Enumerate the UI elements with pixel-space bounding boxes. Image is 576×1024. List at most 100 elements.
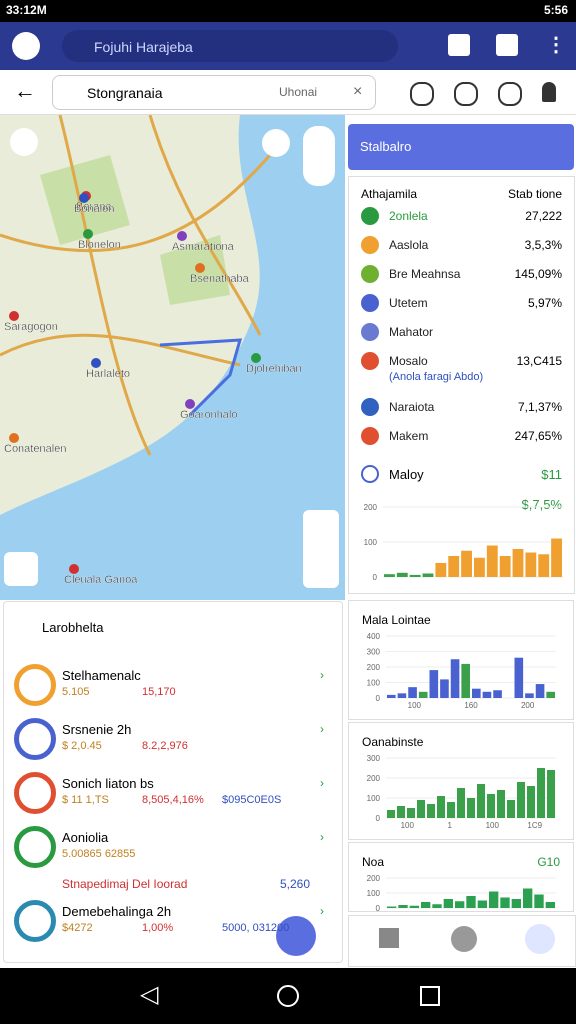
- tab[interactable]: [451, 926, 477, 952]
- map-label: Saragogon: [4, 321, 58, 333]
- tab[interactable]: [525, 924, 555, 954]
- item-detail: 15,170: [142, 686, 176, 698]
- map-pin: [83, 229, 93, 239]
- tab[interactable]: [379, 928, 399, 948]
- tab-icon[interactable]: [448, 34, 470, 56]
- item-icon: [361, 398, 379, 416]
- chart-card: [348, 600, 574, 720]
- item-detail: 1,00%: [142, 922, 174, 934]
- bar: [409, 905, 419, 908]
- bar: [514, 657, 524, 698]
- y-tick-label: 0: [373, 573, 378, 582]
- x-tick-label: 100: [408, 701, 422, 710]
- bottom-tabs: [348, 915, 576, 967]
- fab[interactable]: [276, 916, 316, 956]
- bar: [493, 690, 502, 698]
- back[interactable]: ←: [14, 78, 36, 103]
- ring: [14, 900, 56, 942]
- water: [0, 115, 345, 600]
- icon[interactable]: [454, 82, 478, 106]
- bar: [507, 800, 515, 818]
- bar: [547, 770, 555, 818]
- bar: [418, 691, 428, 698]
- x-tick-label: 1C9: [527, 821, 542, 830]
- icon[interactable]: [410, 82, 434, 106]
- item-icon: [361, 352, 379, 370]
- road: [0, 115, 272, 456]
- y-tick-label: 300: [367, 648, 381, 657]
- query: Stongranaia: [87, 85, 163, 101]
- icon[interactable]: [542, 82, 556, 102]
- app-bar: Fojuhi Harajeba ⋮: [0, 22, 576, 70]
- time: 33:12M: [6, 3, 47, 17]
- item-name: Utetem: [389, 296, 428, 310]
- y-tick-label: 0: [376, 814, 381, 823]
- y-tick-label: 0: [376, 694, 381, 703]
- item-name: Mosalo: [389, 354, 428, 368]
- nav-home[interactable]: [277, 985, 299, 1007]
- item-detail: 8.2,2,976: [142, 740, 188, 752]
- item-note: (Anola faragi Abdo): [389, 371, 484, 383]
- check-icon[interactable]: [496, 34, 518, 56]
- bar: [517, 782, 525, 818]
- y-tick-label: 100: [367, 794, 381, 803]
- bar: [546, 691, 555, 698]
- item-name: Aaslola: [389, 238, 429, 252]
- y-tick-label: 100: [364, 538, 378, 547]
- bar: [482, 691, 492, 698]
- y-tick-label: 100: [367, 889, 381, 898]
- url-field[interactable]: Fojuhi Harajeba: [62, 30, 398, 62]
- total-value: $11: [541, 467, 562, 482]
- map-label: Cleuala Ganoa: [64, 574, 138, 586]
- zoom[interactable]: [303, 510, 339, 588]
- compass[interactable]: [262, 129, 290, 157]
- bar: [538, 554, 550, 577]
- y-tick-label: 200: [367, 774, 381, 783]
- nav-back[interactable]: ◁: [140, 981, 159, 1008]
- item-detail: 5.00865 62855: [62, 848, 136, 860]
- item-name: Demebehalinga 2h: [62, 904, 172, 919]
- bar: [455, 901, 465, 908]
- chevron: ›: [320, 722, 324, 736]
- map-label: Berana: [76, 201, 112, 213]
- clear[interactable]: ×: [353, 83, 363, 100]
- bar: [435, 563, 447, 577]
- nav-recent[interactable]: [420, 986, 440, 1006]
- item-name: Stelhamenalc: [62, 668, 141, 683]
- clock: 5:56: [543, 3, 568, 17]
- app-logo[interactable]: [12, 32, 40, 60]
- route: [159, 338, 243, 417]
- map-pin: [9, 311, 19, 321]
- item-name: Srsnenie 2h: [62, 722, 132, 737]
- map-pin: [79, 193, 89, 203]
- item-icon: [361, 294, 379, 312]
- bar: [486, 545, 498, 577]
- bar: [427, 804, 435, 818]
- section-value: 5,260: [280, 877, 311, 891]
- map-label: Bonalon: [74, 203, 114, 215]
- item-detail: $4272: [62, 922, 93, 934]
- bar: [489, 891, 499, 908]
- y-tick-label: 300: [367, 754, 381, 763]
- icon[interactable]: [498, 82, 522, 106]
- bar: [523, 888, 533, 908]
- ring: [14, 826, 56, 868]
- item-icon: [361, 236, 379, 254]
- panel-title: Stalbalro: [360, 139, 412, 154]
- bar: [409, 574, 421, 577]
- map-label: Blonelon: [78, 239, 121, 251]
- locate[interactable]: [4, 552, 38, 586]
- map-pin: [9, 433, 19, 443]
- nav-bar: ◁: [0, 968, 576, 1024]
- menu[interactable]: ⋮: [546, 34, 566, 56]
- total-icon: [361, 465, 379, 483]
- map-back[interactable]: [10, 128, 38, 156]
- x-tick-label: 160: [464, 701, 478, 710]
- search-field[interactable]: Stongranaia Uhonai ×: [52, 75, 376, 110]
- item-value: 247,65%: [514, 429, 562, 443]
- bar: [440, 679, 449, 698]
- map-tools[interactable]: [303, 126, 335, 186]
